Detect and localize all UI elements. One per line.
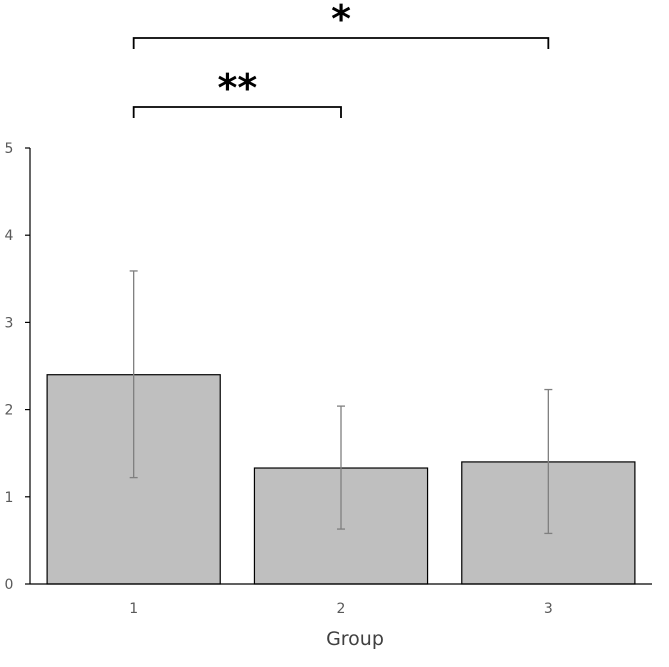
y-tick-label: 0: [5, 577, 14, 593]
significance-brackets-group: ***: [132, 0, 550, 118]
x-ticks-group: 1 2 3: [129, 601, 553, 617]
error-bar-group-3: [544, 388, 553, 535]
significance-label: *: [331, 0, 351, 41]
error-bars-group: [129, 270, 553, 535]
axes-group: [29, 148, 652, 585]
significance-bracket-line: [132, 106, 342, 118]
x-tick-label: 3: [544, 601, 553, 617]
x-axis-title: Group: [326, 628, 384, 650]
y-tick-label: 4: [5, 228, 14, 244]
error-bar-group-2: [337, 405, 345, 530]
x-tick-label: 1: [129, 601, 138, 617]
error-bar-group-1: [129, 270, 138, 479]
y-ticks-group: 0 1 2 3 4 5: [5, 141, 30, 593]
y-tick-label: 3: [5, 315, 14, 331]
y-tick-label: 2: [5, 403, 14, 419]
significance-bracket-line: [132, 37, 550, 49]
y-tick-label: 5: [5, 141, 14, 157]
x-tick-label: 2: [337, 601, 346, 617]
significance-bracket: *: [132, 0, 550, 49]
significance-label: **: [217, 66, 257, 110]
y-tick-label: 1: [5, 490, 14, 506]
significance-bracket: **: [132, 66, 342, 118]
